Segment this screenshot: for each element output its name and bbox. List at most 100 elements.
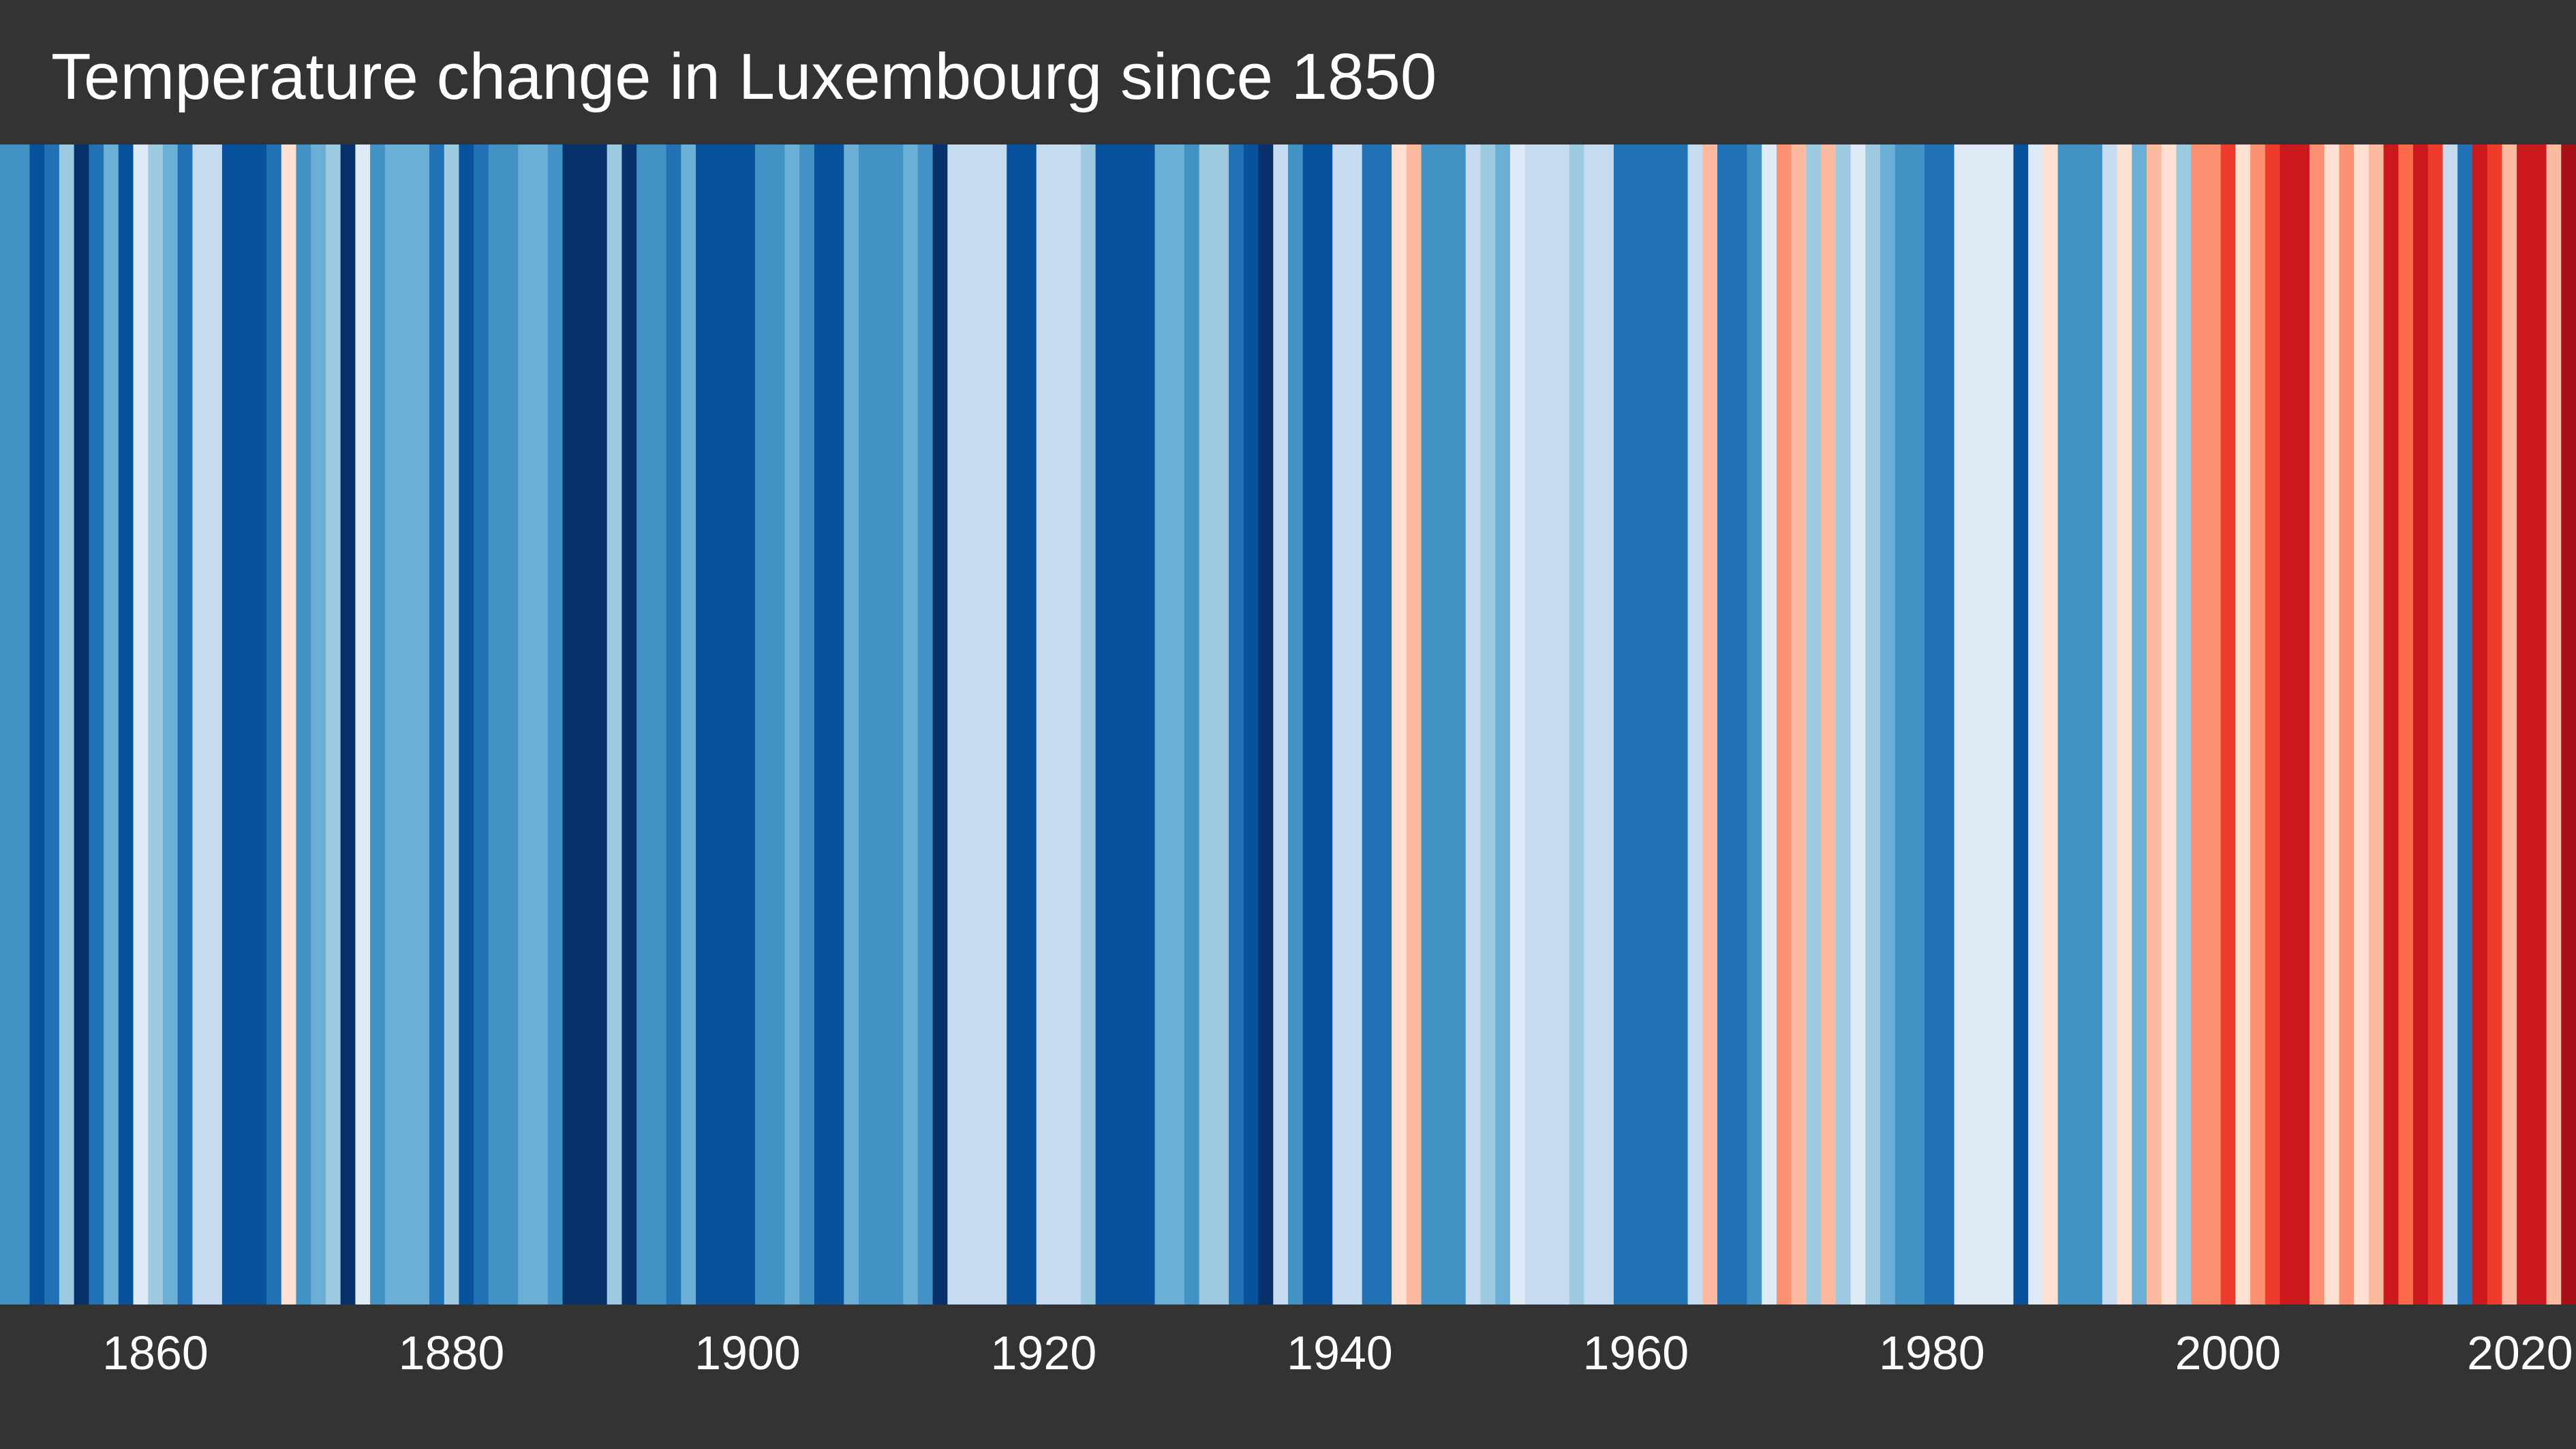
stripe-1971 (1791, 144, 1807, 1305)
stripe-1950 (1480, 144, 1496, 1305)
stripe-1925 (1110, 144, 1126, 1305)
stripe-2017 (2472, 144, 2488, 1305)
stripe-1967 (1732, 144, 1748, 1305)
stripe-2005 (2295, 144, 2310, 1305)
stripe-1899 (725, 144, 741, 1305)
stripe-2000 (2220, 144, 2236, 1305)
x-tick-label: 1960 (1582, 1326, 1689, 1379)
stripe-1953 (1524, 144, 1540, 1305)
stripe-1902 (769, 144, 785, 1305)
stripe-1981 (1939, 144, 1955, 1305)
stripe-1996 (2161, 144, 2177, 1305)
stripe-1930 (1184, 144, 1200, 1305)
stripe-1982 (1954, 144, 1969, 1305)
stripe-1855 (74, 144, 89, 1305)
stripe-1987 (2028, 144, 2044, 1305)
stripe-2012 (2398, 144, 2414, 1305)
stripe-1852 (29, 144, 45, 1305)
stripe-1868 (266, 144, 282, 1305)
stripe-1867 (251, 144, 267, 1305)
x-tick-label: 1880 (398, 1326, 505, 1379)
stripe-2007 (2324, 144, 2340, 1305)
stripe-1871 (311, 144, 326, 1305)
stripe-1923 (1080, 144, 1097, 1305)
stripe-1974 (1835, 144, 1852, 1305)
stripe-1893 (637, 144, 652, 1305)
stripe-1901 (754, 144, 771, 1305)
stripe-1926 (1125, 144, 1141, 1305)
stripe-1934 (1243, 144, 1259, 1305)
stripe-1980 (1925, 144, 1940, 1305)
stripe-1929 (1169, 144, 1185, 1305)
stripe-1896 (681, 144, 696, 1305)
stripe-1927 (1139, 144, 1156, 1305)
stripe-1989 (2057, 144, 2073, 1305)
stripe-1879 (429, 144, 445, 1305)
stripe-1945 (1406, 144, 1422, 1305)
stripe-1909 (873, 144, 889, 1305)
stripe-1900 (740, 144, 756, 1305)
stripe-1853 (44, 144, 60, 1305)
stripe-1862 (177, 144, 194, 1305)
stripe-1940 (1332, 144, 1348, 1305)
stripe-1906 (829, 144, 844, 1305)
stripe-1903 (784, 144, 800, 1305)
stripe-1933 (1229, 144, 1244, 1305)
stripe-1854 (59, 144, 75, 1305)
x-tick-label: 2000 (2175, 1326, 2282, 1379)
stripe-1889 (577, 144, 593, 1305)
stripe-1861 (162, 144, 179, 1305)
stripe-1943 (1377, 144, 1392, 1305)
stripe-1991 (2087, 144, 2103, 1305)
stripe-1892 (622, 144, 637, 1305)
stripe-1958 (1599, 144, 1614, 1305)
stripe-1956 (1569, 144, 1585, 1305)
stripe-1954 (1539, 144, 1555, 1305)
stripe-1986 (2013, 144, 2029, 1305)
stripe-1983 (1969, 144, 1984, 1305)
stripe-1951 (1495, 144, 1511, 1305)
stripe-1939 (1317, 144, 1333, 1305)
stripe-1880 (444, 144, 460, 1305)
stripe-1969 (1762, 144, 1777, 1305)
stripe-1883 (488, 144, 504, 1305)
stripe-1921 (1051, 144, 1067, 1305)
stripe-1917 (992, 144, 1007, 1305)
stripe-1952 (1509, 144, 1526, 1305)
stripe-2018 (2487, 144, 2502, 1305)
stripe-1860 (148, 144, 164, 1305)
stripe-2008 (2339, 144, 2355, 1305)
stripe-2022 (2546, 144, 2562, 1305)
warming-stripes (0, 144, 2576, 1305)
stripe-1976 (1865, 144, 1881, 1305)
stripe-1999 (2205, 144, 2222, 1305)
stripe-1962 (1658, 144, 1674, 1305)
stripe-2013 (2413, 144, 2429, 1305)
stripe-1947 (1436, 144, 1452, 1305)
stripe-1918 (1007, 144, 1022, 1305)
stripe-1970 (1776, 144, 1792, 1305)
stripe-1864 (207, 144, 223, 1305)
stripe-1993 (2117, 144, 2132, 1305)
stripe-1897 (696, 144, 711, 1305)
stripe-2020 (2517, 144, 2532, 1305)
stripe-1863 (192, 144, 208, 1305)
stripe-1965 (1702, 144, 1718, 1305)
x-tick-label: 1940 (1287, 1326, 1393, 1379)
stripe-1857 (104, 144, 119, 1305)
stripe-1919 (1021, 144, 1037, 1305)
stripe-2019 (2502, 144, 2517, 1305)
stripe-1959 (1613, 144, 1629, 1305)
stripe-1937 (1288, 144, 1304, 1305)
stripe-1960 (1628, 144, 1644, 1305)
stripe-1869 (281, 144, 297, 1305)
stripe-1963 (1672, 144, 1689, 1305)
stripe-1973 (1821, 144, 1837, 1305)
stripe-1865 (221, 144, 238, 1305)
stripe-1966 (1717, 144, 1733, 1305)
stripe-1946 (1421, 144, 1437, 1305)
stripe-2010 (2368, 144, 2385, 1305)
stripe-1931 (1199, 144, 1214, 1305)
stripe-1904 (799, 144, 815, 1305)
stripe-1870 (296, 144, 311, 1305)
